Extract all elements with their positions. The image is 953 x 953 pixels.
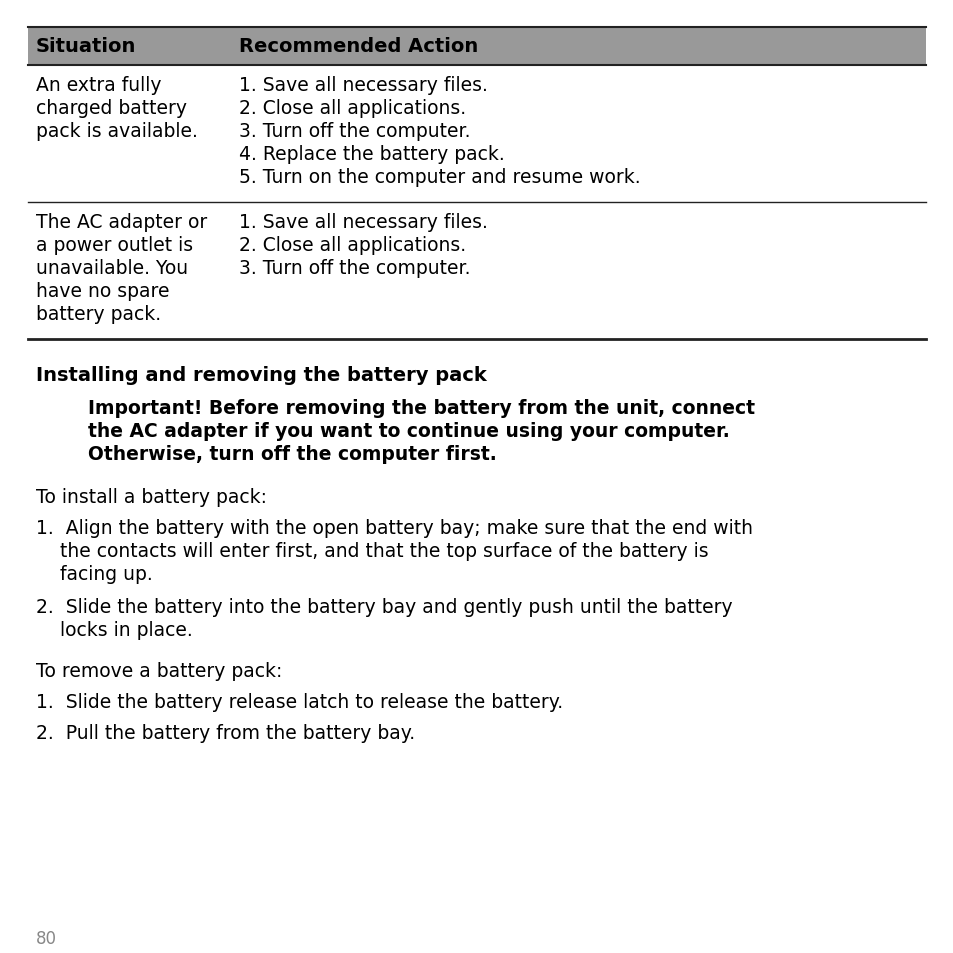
Text: Otherwise, turn off the computer first.: Otherwise, turn off the computer first.: [88, 444, 497, 463]
Text: 2. Close all applications.: 2. Close all applications.: [239, 235, 466, 254]
Text: Recommended Action: Recommended Action: [239, 37, 477, 56]
Text: battery pack.: battery pack.: [36, 305, 161, 324]
Text: The AC adapter or: The AC adapter or: [36, 213, 207, 232]
Text: Important! Before removing the battery from the unit, connect: Important! Before removing the battery f…: [88, 398, 754, 417]
Text: charged battery: charged battery: [36, 99, 187, 118]
Text: 2.  Slide the battery into the battery bay and gently push until the battery: 2. Slide the battery into the battery ba…: [36, 598, 732, 617]
Text: 2.  Pull the battery from the battery bay.: 2. Pull the battery from the battery bay…: [36, 723, 415, 742]
Text: pack is available.: pack is available.: [36, 122, 197, 141]
Text: facing up.: facing up.: [36, 564, 152, 583]
Text: 1.  Align the battery with the open battery bay; make sure that the end with: 1. Align the battery with the open batte…: [36, 518, 752, 537]
Text: the contacts will enter first, and that the top surface of the battery is: the contacts will enter first, and that …: [36, 541, 708, 560]
Text: 4. Replace the battery pack.: 4. Replace the battery pack.: [239, 145, 504, 164]
Text: 3. Turn off the computer.: 3. Turn off the computer.: [239, 258, 470, 277]
Text: 1. Save all necessary files.: 1. Save all necessary files.: [239, 213, 487, 232]
Text: 3. Turn off the computer.: 3. Turn off the computer.: [239, 122, 470, 141]
Text: To remove a battery pack:: To remove a battery pack:: [36, 661, 282, 680]
Text: To install a battery pack:: To install a battery pack:: [36, 488, 267, 506]
Text: unavailable. You: unavailable. You: [36, 258, 188, 277]
Text: 1. Save all necessary files.: 1. Save all necessary files.: [239, 76, 487, 95]
Text: the AC adapter if you want to continue using your computer.: the AC adapter if you want to continue u…: [88, 421, 729, 440]
Text: Situation: Situation: [36, 37, 136, 56]
Text: locks in place.: locks in place.: [36, 620, 193, 639]
Text: a power outlet is: a power outlet is: [36, 235, 193, 254]
Text: 1.  Slide the battery release latch to release the battery.: 1. Slide the battery release latch to re…: [36, 692, 562, 711]
Text: 2. Close all applications.: 2. Close all applications.: [239, 99, 466, 118]
Text: 5. Turn on the computer and resume work.: 5. Turn on the computer and resume work.: [239, 168, 640, 187]
Text: have no spare: have no spare: [36, 282, 170, 301]
Text: 80: 80: [36, 929, 57, 947]
Text: Installing and removing the battery pack: Installing and removing the battery pack: [36, 366, 486, 385]
Bar: [28, 28, 925, 66]
Text: An extra fully: An extra fully: [36, 76, 161, 95]
